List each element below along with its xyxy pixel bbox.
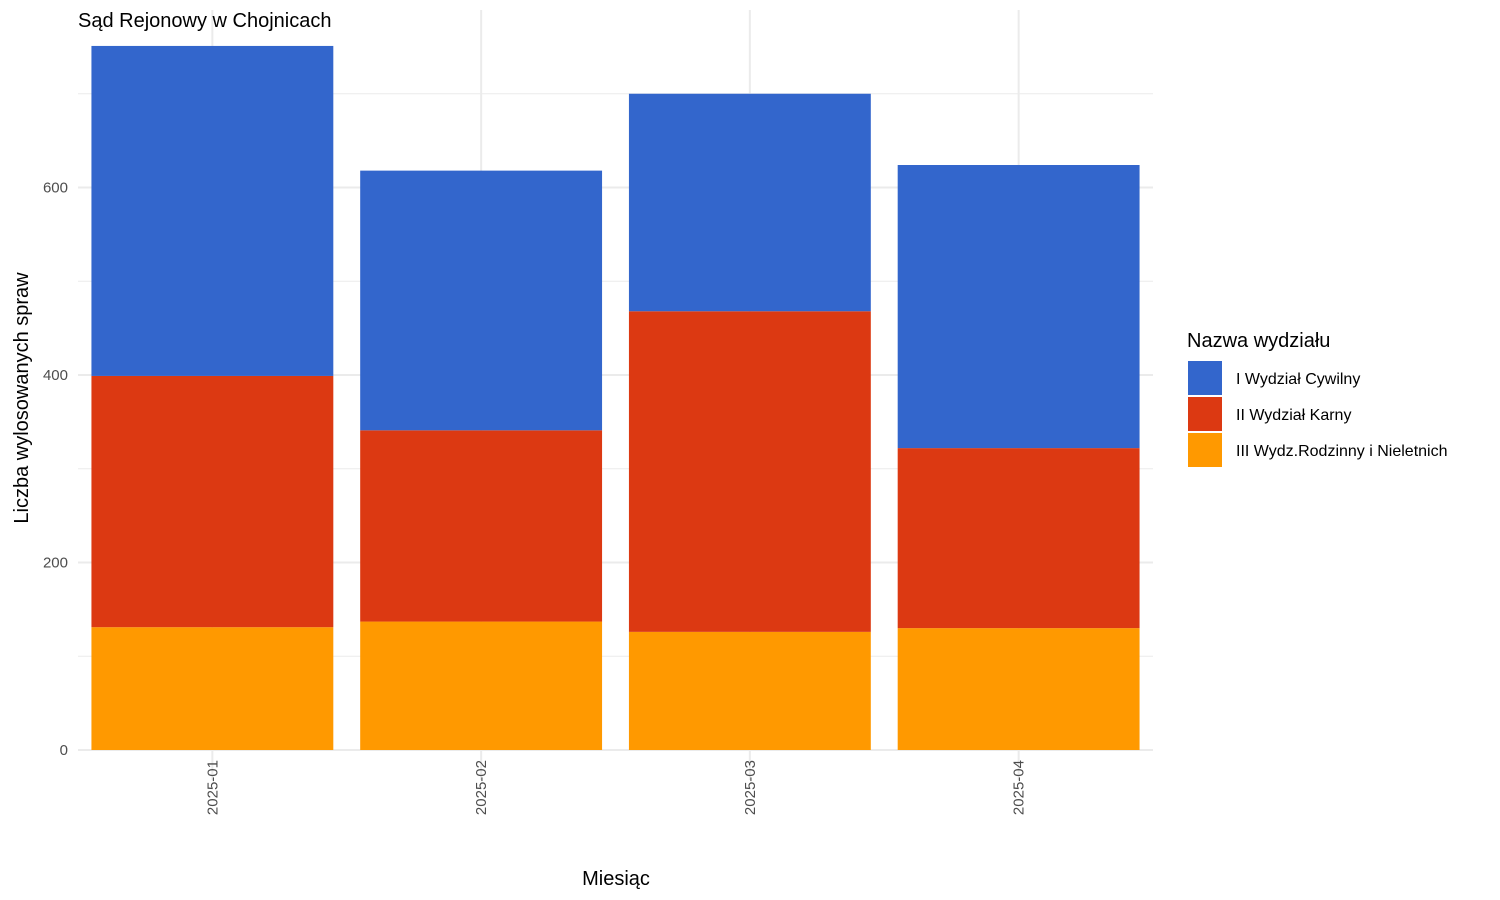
- bars: [91, 45, 1140, 750]
- legend-label: III Wydz.Rodzinny i Nieletnich: [1236, 443, 1448, 460]
- bar-segment: [91, 375, 334, 628]
- legend-label: I Wydział Cywilny: [1236, 371, 1360, 388]
- bar-segment: [360, 621, 603, 750]
- y-tick-label: 0: [60, 742, 68, 759]
- bar-segment: [91, 627, 334, 750]
- bar-segment: [91, 45, 334, 376]
- axes: 0 200 400 600 2025-01 2025-02 2025-03 2025-04: [43, 180, 1028, 816]
- x-tick-label: 2025-04: [1011, 760, 1028, 815]
- x-tick-label: 2025-03: [742, 760, 759, 815]
- legend-swatch: [1188, 433, 1222, 467]
- x-axis-title: Miesiąc: [582, 868, 650, 890]
- chart-title: Sąd Rejonowy w Chojnicach: [78, 10, 331, 32]
- y-tick-label: 200: [43, 555, 68, 572]
- x-tick-label: 2025-02: [473, 760, 490, 815]
- bar-segment: [897, 628, 1140, 750]
- bar-segment: [628, 311, 871, 632]
- y-tick-label: 400: [43, 367, 68, 384]
- legend-swatch: [1188, 397, 1222, 431]
- y-axis-title: Liczba wylosowanych spraw: [11, 272, 33, 524]
- legend-swatch: [1188, 361, 1222, 395]
- bar-segment: [360, 430, 603, 622]
- bar-segment: [897, 165, 1140, 449]
- bar-segment: [897, 448, 1140, 629]
- y-tick-label: 600: [43, 180, 68, 197]
- legend: Nazwa wydziału I Wydział Cywilny II Wydzi…: [1187, 330, 1448, 467]
- legend-title: Nazwa wydziału: [1187, 330, 1330, 352]
- bar-segment: [360, 170, 603, 431]
- legend-label: II Wydział Karny: [1236, 407, 1351, 424]
- x-tick-label: 2025-01: [204, 760, 221, 815]
- bar-segment: [628, 93, 871, 312]
- bar-segment: [628, 631, 871, 750]
